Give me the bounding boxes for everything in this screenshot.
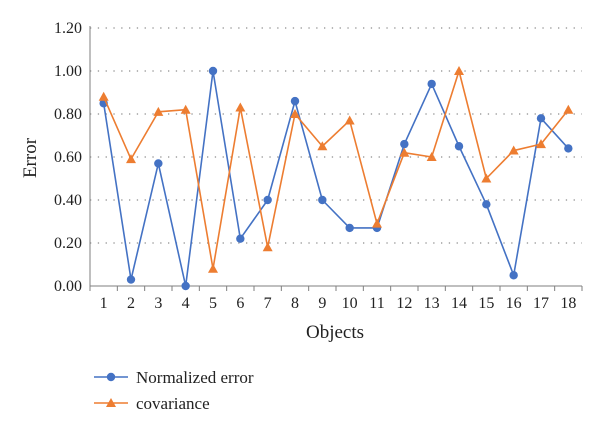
data-point: [154, 159, 163, 168]
series-1: [99, 66, 573, 291]
x-tick-label: 11: [369, 295, 384, 312]
data-point: [399, 147, 410, 157]
legend: Normalized error covariance: [94, 368, 254, 413]
data-point: [317, 141, 328, 151]
y-tick-label: 0.40: [54, 192, 82, 209]
data-point: [482, 200, 491, 209]
legend-item: covariance: [94, 394, 210, 413]
y-tick-label: 0.60: [54, 149, 82, 166]
x-tick-label: 13: [424, 295, 440, 312]
data-point: [454, 66, 464, 75]
data-point: [563, 104, 574, 114]
data-point: [427, 79, 436, 89]
x-tick-label: 5: [209, 295, 217, 312]
data-point: [126, 275, 136, 284]
legend-marker: [106, 398, 116, 407]
data-point: [426, 152, 437, 161]
x-tick-label: 12: [396, 295, 412, 312]
x-tick-label: 1: [100, 295, 108, 312]
data-point: [235, 102, 246, 112]
legend-marker: [106, 372, 116, 382]
data-point: [508, 145, 519, 155]
legend-label: Normalized error: [136, 368, 254, 387]
x-tick-label: 4: [182, 295, 190, 312]
series-2: [98, 66, 574, 273]
data-point: [344, 115, 355, 125]
axis-labels: Error Objects: [20, 137, 364, 343]
x-tick-label: 16: [506, 295, 522, 312]
y-tick-label: 0.80: [54, 106, 82, 123]
x-tick-label: 15: [478, 295, 494, 312]
data-point: [400, 139, 409, 149]
legend-label: covariance: [136, 394, 210, 413]
data-point: [372, 218, 382, 228]
y-tick-label: 0.00: [54, 278, 82, 295]
y-tick-label: 1.00: [54, 63, 82, 80]
data-point: [509, 271, 518, 280]
x-tick-label: 3: [154, 295, 162, 312]
legend-item: Normalized error: [94, 368, 254, 387]
data-point: [236, 234, 245, 243]
x-tick-label: 10: [342, 295, 358, 312]
y-axis-label: Error: [20, 137, 41, 178]
data-point: [318, 195, 327, 205]
axes: 0.000.200.400.600.801.001.201 2 3 4 5 6 7 8 9 10 1…: [54, 20, 583, 312]
x-tick-label: 8: [291, 295, 299, 312]
data-point: [263, 195, 272, 205]
data-point: [98, 91, 109, 101]
data-point: [481, 173, 492, 183]
x-tick-label: 7: [264, 295, 272, 312]
data-point: [290, 96, 300, 106]
grid: [90, 27, 582, 244]
data-point: [262, 242, 273, 252]
x-tick-label: 17: [533, 295, 549, 312]
x-tick-label: 2: [127, 295, 135, 312]
x-axis-label: Objects: [306, 322, 364, 343]
data-point: [536, 139, 546, 149]
series-line: [102, 70, 569, 287]
data-point: [208, 263, 218, 273]
series-line: [102, 70, 569, 270]
data-point: [564, 144, 573, 153]
data-point: [208, 66, 218, 76]
data-point: [153, 106, 164, 116]
x-tick-label: 18: [560, 295, 576, 312]
data-point: [290, 109, 300, 118]
y-tick-label: 1.20: [54, 20, 82, 37]
y-tick-label: 0.20: [54, 235, 82, 252]
x-tick-label: 6: [236, 295, 244, 312]
data-point: [536, 114, 546, 123]
data-point: [126, 154, 136, 164]
data-point: [454, 142, 464, 151]
x-tick-label: 9: [318, 295, 326, 312]
series: [98, 66, 574, 291]
x-tick-label: 14: [451, 295, 467, 312]
data-point: [345, 223, 354, 233]
data-point: [180, 104, 191, 114]
data-point: [181, 281, 190, 291]
